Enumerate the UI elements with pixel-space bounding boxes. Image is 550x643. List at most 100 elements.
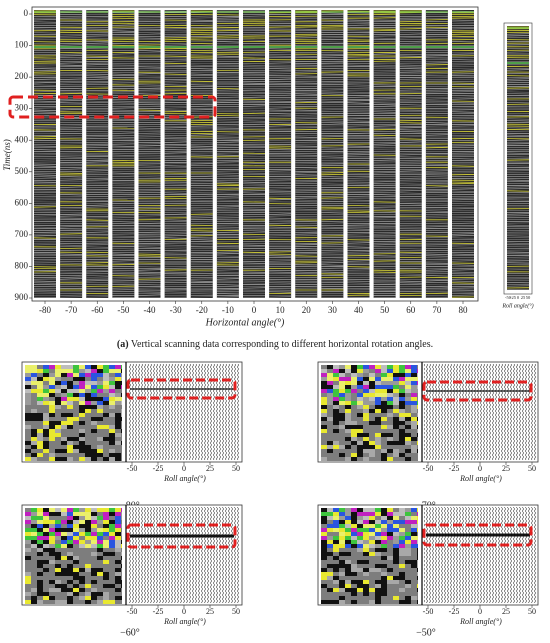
image-cell <box>121 381 122 385</box>
image-cell <box>91 556 103 560</box>
image-cell <box>363 445 372 449</box>
image-cell <box>417 429 418 433</box>
image-cell <box>411 596 418 600</box>
image-cell <box>393 373 401 377</box>
image-cell <box>369 365 379 369</box>
image-cell <box>25 405 32 409</box>
image-cell <box>37 576 48 580</box>
image-cell <box>351 437 359 441</box>
image-cell <box>399 373 406 377</box>
x-tick-label: 70 <box>432 305 442 315</box>
image-cell <box>411 457 418 461</box>
image-cell <box>85 556 96 560</box>
image-cell <box>103 512 112 516</box>
image-cell <box>37 401 49 405</box>
image-cell <box>73 516 80 520</box>
image-cell <box>61 389 68 393</box>
image-cell <box>345 536 357 540</box>
image-cell <box>85 572 93 576</box>
image-cell <box>363 516 373 520</box>
image-cell <box>327 437 339 441</box>
image-cell <box>49 568 60 572</box>
image-cell <box>103 381 112 385</box>
image-cell <box>351 524 358 528</box>
image-cell <box>37 453 49 457</box>
image-cell <box>357 449 364 453</box>
image-cell <box>79 373 90 377</box>
image-cell <box>411 508 418 512</box>
image-cell <box>97 576 105 580</box>
image-cell <box>91 508 102 512</box>
highlight-box <box>126 523 237 549</box>
image-cell <box>411 385 418 389</box>
image-cell <box>115 449 122 453</box>
image-cell <box>405 548 415 552</box>
image-cell <box>357 365 364 369</box>
image-cell <box>333 425 341 429</box>
image-cell <box>121 520 122 524</box>
image-cell <box>381 437 391 441</box>
highlight-box <box>422 523 533 547</box>
image-cell <box>91 592 101 596</box>
image-cell <box>351 401 358 405</box>
image-cell <box>387 564 399 568</box>
image-cell <box>339 429 348 433</box>
image-cell <box>381 409 392 413</box>
image-cell <box>67 449 77 453</box>
gpr-strip <box>295 10 318 298</box>
image-cell <box>91 600 103 604</box>
image-cell <box>109 417 117 421</box>
image-cell <box>103 596 113 600</box>
image-cell <box>103 425 114 429</box>
image-cell <box>399 457 408 461</box>
y-tick-label: 500 <box>15 166 29 176</box>
image-cell <box>115 425 122 429</box>
image-cell <box>411 568 418 572</box>
image-cell <box>375 528 383 532</box>
image-cell <box>321 373 333 377</box>
image-cell <box>321 560 331 564</box>
image-cell <box>357 397 368 401</box>
image-cell <box>37 520 44 524</box>
image-cell <box>381 600 390 604</box>
image-cell <box>49 425 56 429</box>
image-cell <box>375 393 382 397</box>
image-cell <box>25 385 33 389</box>
image-cell <box>67 445 79 449</box>
image-cell <box>339 568 349 572</box>
image-cell <box>103 377 114 381</box>
image-cell <box>393 445 401 449</box>
image-cell <box>363 564 375 568</box>
inset-tick-label: -25 <box>510 295 517 300</box>
image-cell <box>37 536 46 540</box>
image-cell <box>333 413 344 417</box>
y-axis-label: Time(ns) <box>2 139 12 171</box>
image-cell <box>49 584 60 588</box>
image-cell <box>97 457 105 461</box>
image-cell <box>97 536 105 540</box>
image-cell <box>369 437 376 441</box>
image-cell <box>91 377 99 381</box>
image-cell <box>339 552 347 556</box>
image-cell <box>79 417 90 421</box>
image-cell <box>97 540 104 544</box>
image-cell <box>321 445 332 449</box>
image-cell <box>387 417 397 421</box>
image-cell <box>61 596 71 600</box>
image-cell <box>399 421 410 425</box>
x-axis-label: Roll angle(°) <box>163 617 206 626</box>
image-cell <box>37 421 48 425</box>
image-cell <box>417 369 418 373</box>
image-cell <box>43 393 51 397</box>
image-cell <box>91 385 98 389</box>
image-cell <box>121 524 122 528</box>
image-cell <box>357 536 368 540</box>
image-cell <box>363 596 373 600</box>
x-tick-label: 50 <box>380 305 390 315</box>
image-cell <box>43 369 51 373</box>
image-cell <box>31 421 39 425</box>
image-cell <box>339 413 348 417</box>
image-cell <box>321 405 333 409</box>
image-cell <box>115 373 122 377</box>
image-cell <box>25 425 34 429</box>
